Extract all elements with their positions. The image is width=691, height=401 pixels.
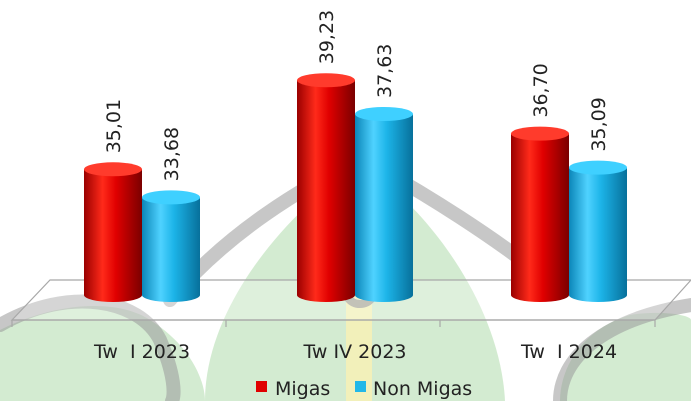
bars (84, 73, 627, 302)
value-labels: 35,01 33,68 39,23 37,63 36,70 35,09 (103, 10, 610, 182)
legend-label-non-migas: Non Migas (373, 378, 472, 400)
bar-body-migas-3 (511, 133, 569, 302)
bar-body-non-migas-2 (355, 114, 413, 302)
value-label-non-migas-2: 37,63 (374, 44, 396, 98)
bar-migas-1 (84, 162, 142, 302)
bar-top-migas-1 (84, 162, 142, 177)
legend-label-migas: Migas (275, 378, 330, 400)
bar-body-migas-2 (297, 80, 355, 302)
value-label-migas-1: 35,01 (103, 99, 125, 153)
bar-top-migas-2 (297, 73, 355, 88)
category-label-2: Tw IV 2023 (302, 341, 406, 363)
bar-body-non-migas-1 (142, 197, 200, 302)
bar-top-non-migas-1 (142, 190, 200, 205)
bar-top-non-migas-3 (569, 160, 627, 175)
value-label-non-migas-3: 35,09 (588, 97, 610, 151)
legend: Migas Non Migas (256, 378, 472, 400)
category-label-3: Tw I 2024 (520, 341, 617, 363)
bar-body-migas-1 (84, 169, 142, 302)
bar-migas-3 (511, 126, 569, 302)
legend-swatch-non-migas (355, 381, 366, 392)
bar-top-non-migas-2 (355, 107, 413, 122)
bar-body-non-migas-3 (569, 167, 627, 302)
legend-swatch-migas (256, 381, 267, 392)
value-label-migas-2: 39,23 (316, 10, 338, 64)
bar-migas-2 (297, 73, 355, 302)
bar-non-migas-2 (355, 107, 413, 302)
x-axis (11, 319, 656, 327)
category-label-1: Tw I 2023 (93, 341, 190, 363)
value-label-non-migas-1: 33,68 (161, 127, 183, 181)
bar-top-migas-3 (511, 126, 569, 141)
bar-non-migas-3 (569, 160, 627, 302)
value-label-migas-3: 36,70 (530, 63, 552, 117)
bar-non-migas-1 (142, 190, 200, 302)
category-labels: Tw I 2023 Tw IV 2023 Tw I 2024 (93, 341, 617, 363)
